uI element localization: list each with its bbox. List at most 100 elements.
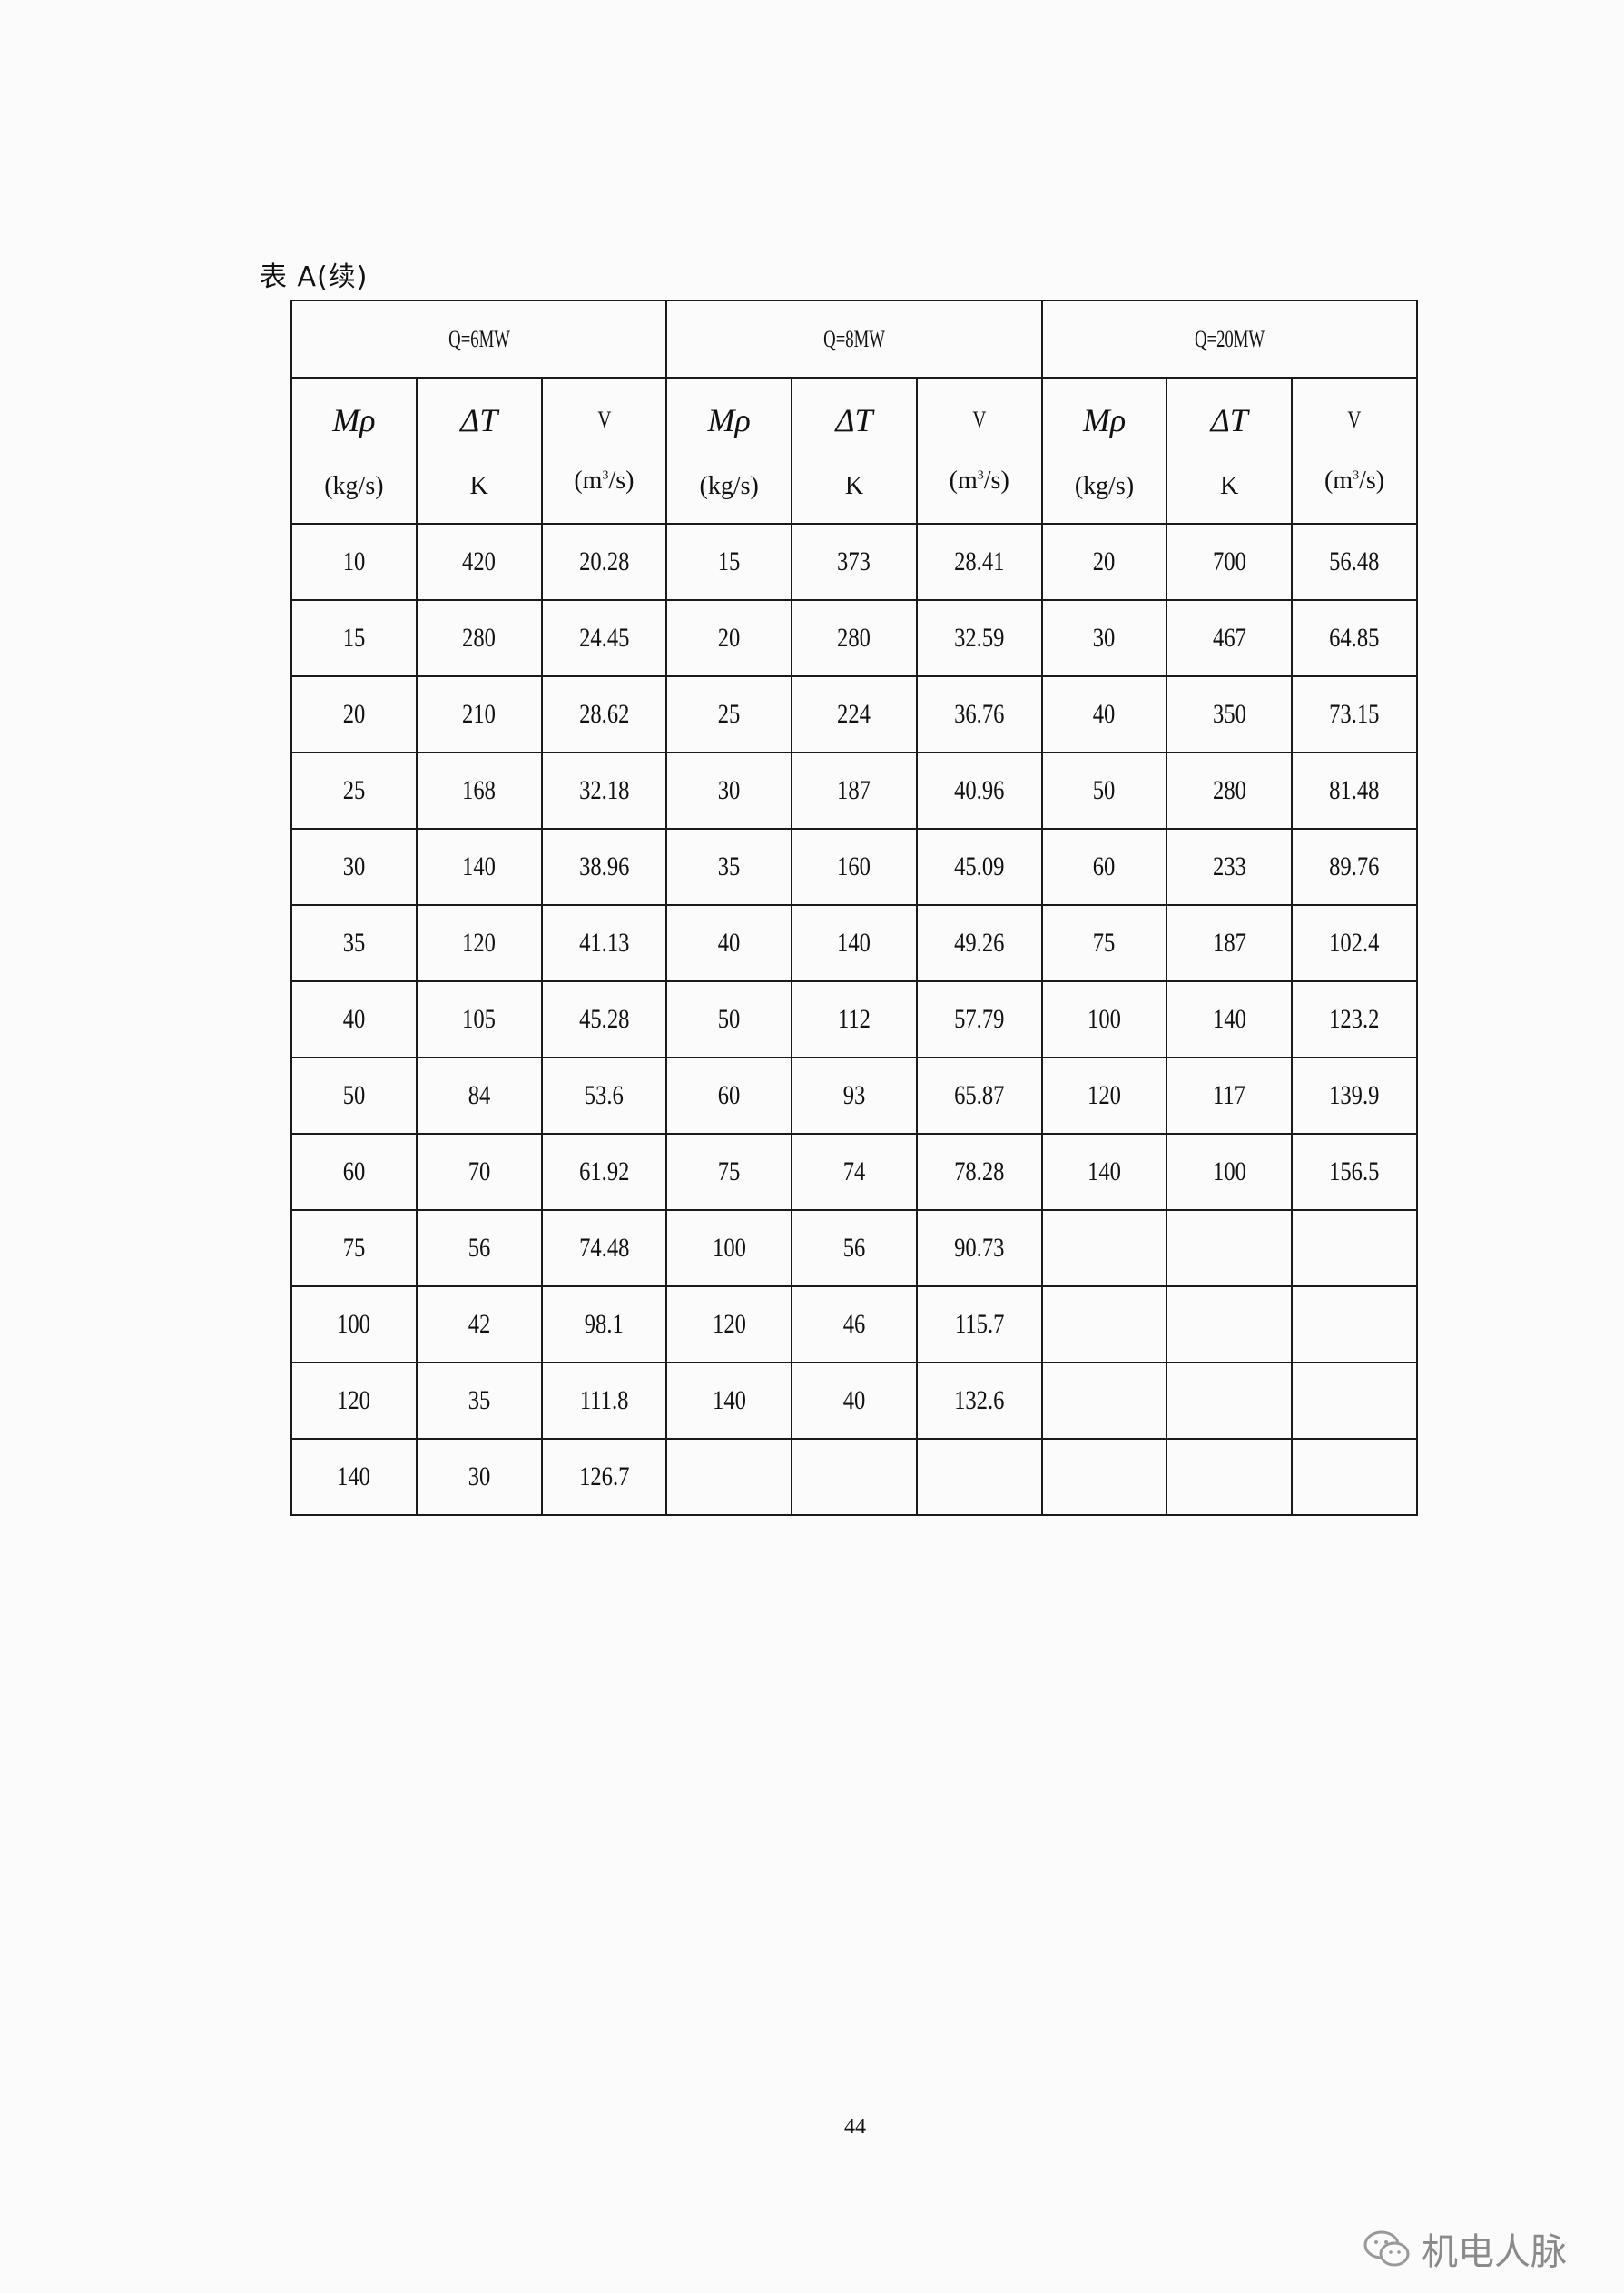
table-row: 40 105 45.28 50 112 57.79 100 140 123.2 xyxy=(290,980,1418,1058)
table-cell: 140 xyxy=(1040,1133,1168,1211)
table-cell: 65.87 xyxy=(915,1057,1043,1135)
table-cell xyxy=(1040,1362,1168,1440)
cell-value: 117 xyxy=(1213,1080,1246,1110)
cell-value: 132.6 xyxy=(954,1385,1005,1415)
column-header-row: Mρ (kg/s) ΔT K V (m3/s) Mρ (kg/s) ΔT K V (m3/s) Mρ (k… xyxy=(290,377,1418,525)
table-cell: 280 xyxy=(791,599,918,677)
cell-value: 53.6 xyxy=(584,1080,624,1110)
cell-value: 30 xyxy=(468,1461,490,1491)
table-cell xyxy=(665,1438,793,1516)
table-cell xyxy=(1291,1438,1418,1516)
table-cell: 70 xyxy=(415,1133,543,1211)
table-cell xyxy=(1166,1438,1294,1516)
table-cell: 75 xyxy=(665,1133,793,1211)
table-cell: 700 xyxy=(1166,523,1294,601)
column-symbol: V xyxy=(1347,406,1362,433)
cell-value: 35 xyxy=(717,851,741,881)
column-unit: (kg/s) xyxy=(699,471,759,500)
cell-value: 112 xyxy=(837,1004,871,1034)
table-cell: 28.62 xyxy=(540,675,668,753)
table-cell: 20.28 xyxy=(540,523,668,601)
cell-value: 140 xyxy=(462,851,497,881)
group-header-q6: Q=6MW xyxy=(290,300,668,379)
table-cell: 350 xyxy=(1166,675,1294,753)
mass-flow-header: Mρ (kg/s) xyxy=(290,377,418,525)
table-cell: 81.48 xyxy=(1291,752,1418,830)
table-cell: 41.13 xyxy=(540,904,668,982)
table-cell: 32.18 xyxy=(540,752,668,830)
table-cell: 57.79 xyxy=(915,980,1043,1058)
unit-part: (m xyxy=(949,466,978,495)
column-symbol: ΔT xyxy=(835,401,873,438)
group-header-q8: Q=8MW xyxy=(665,300,1043,379)
cell-value: 60 xyxy=(342,1156,366,1186)
table-cell: 15 xyxy=(665,523,793,601)
cell-value: 35 xyxy=(342,928,366,958)
table-cell: 20 xyxy=(290,675,418,753)
cell-value: 120 xyxy=(1088,1080,1121,1110)
table-cell: 98.1 xyxy=(540,1285,668,1363)
watermark-text: 机电人脉 xyxy=(1422,2231,1567,2273)
cell-value: 105 xyxy=(462,1004,497,1034)
table-row: 15 280 24.45 20 280 32.59 30 467 64.85 xyxy=(290,599,1418,677)
cell-value: 90.73 xyxy=(954,1233,1005,1263)
unit-part: 3 xyxy=(977,468,984,483)
table-cell: 100 xyxy=(290,1285,418,1363)
table-cell: 24.45 xyxy=(540,599,668,677)
table-cell: 40 xyxy=(1040,675,1168,753)
table-cell: 75 xyxy=(1040,904,1168,982)
data-table: Q=6MW Q=8MW Q=20MW Mρ (kg/s) ΔT K V (m3/s) Mρ(… xyxy=(290,300,1419,1516)
table-cell: 56 xyxy=(415,1209,543,1287)
table-row: 75 56 74.48 100 56 90.73 xyxy=(290,1209,1418,1287)
table-row: 60 70 61.92 75 74 78.28 140 100 156.5 xyxy=(290,1133,1418,1211)
table-cell: 140 xyxy=(415,828,543,906)
table-cell: 50 xyxy=(665,980,793,1058)
column-symbol: ΔT xyxy=(1210,401,1248,438)
temp-rise-header: ΔT K xyxy=(1166,377,1294,525)
table-cell: 20 xyxy=(665,599,793,677)
table-cell xyxy=(1291,1362,1418,1440)
table-cell: 187 xyxy=(791,752,918,830)
table-cell: 60 xyxy=(665,1057,793,1135)
cell-value: 40 xyxy=(342,1004,366,1034)
table-cell: 30 xyxy=(1040,599,1168,677)
cell-value: 74 xyxy=(842,1156,866,1186)
cell-value: 210 xyxy=(462,699,497,729)
watermark: 机电人脉 xyxy=(1362,2222,1567,2275)
table-cell: 210 xyxy=(415,675,543,753)
table-cell: 280 xyxy=(1166,752,1294,830)
table-cell: 420 xyxy=(415,523,543,601)
cell-value: 467 xyxy=(1212,623,1246,653)
table-cell: 35 xyxy=(290,904,418,982)
table-cell xyxy=(1166,1209,1294,1287)
table-row: 25 168 32.18 30 187 40.96 50 280 81.48 xyxy=(290,752,1418,830)
table-cell: 93 xyxy=(791,1057,918,1135)
group-label: Q=6MW xyxy=(448,325,510,352)
cell-value: 93 xyxy=(842,1080,866,1110)
table-cell: 111.8 xyxy=(540,1362,668,1440)
volume-flow-header: V (m3/s) xyxy=(540,377,668,525)
cell-value: 60 xyxy=(717,1080,741,1110)
table-cell: 233 xyxy=(1166,828,1294,906)
unit-part: /s) xyxy=(983,466,1009,495)
table-row: 10 420 20.28 15 373 28.41 20 700 56.48 xyxy=(290,523,1418,601)
cell-value: 74.48 xyxy=(578,1233,630,1263)
cell-value: 120 xyxy=(337,1385,371,1415)
table-cell: 53.6 xyxy=(540,1057,668,1135)
cell-value: 28.41 xyxy=(954,546,1005,576)
cell-value: 84 xyxy=(468,1080,490,1110)
cell-value: 168 xyxy=(462,775,497,805)
table-row: 100 42 98.1 120 46 115.7 xyxy=(290,1285,1418,1363)
cell-value: 120 xyxy=(712,1309,746,1339)
cell-value: 32.59 xyxy=(954,623,1005,653)
cell-value: 75 xyxy=(717,1156,741,1186)
table-cell: 30 xyxy=(290,828,418,906)
cell-value: 24.45 xyxy=(578,623,630,653)
unit-part: /s) xyxy=(1359,466,1385,495)
column-symbol: ΔT xyxy=(460,401,498,438)
cell-value: 41.13 xyxy=(578,928,630,958)
table-cell: 30 xyxy=(665,752,793,830)
cell-value: 139.9 xyxy=(1329,1080,1380,1110)
cell-value: 140 xyxy=(1088,1156,1121,1186)
table-cell xyxy=(1040,1285,1168,1363)
